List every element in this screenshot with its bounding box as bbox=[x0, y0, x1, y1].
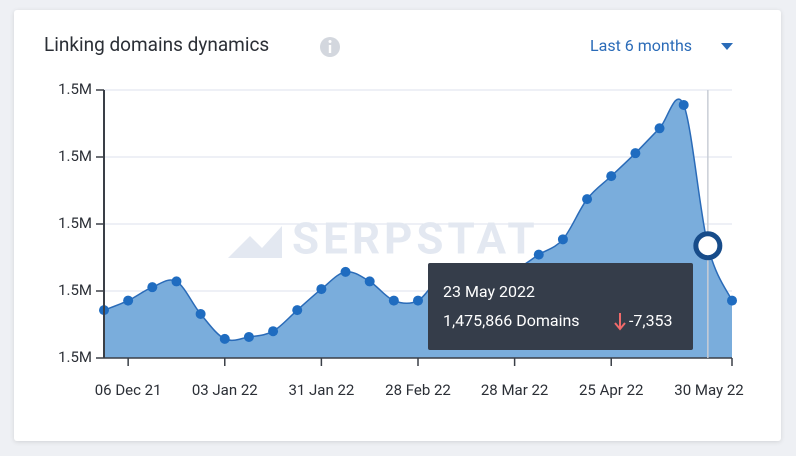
x-tick-label: 30 May 22 bbox=[674, 381, 743, 399]
dropdown-arrow[interactable] bbox=[721, 43, 733, 50]
x-tick-label: 28 Mar 22 bbox=[481, 381, 549, 399]
info-icon[interactable] bbox=[320, 37, 340, 57]
point bbox=[678, 99, 689, 110]
point bbox=[557, 234, 568, 245]
x-tick-label: 06 Dec 21 bbox=[95, 381, 162, 399]
watermark: SERPSTAT bbox=[292, 213, 539, 265]
point bbox=[727, 295, 737, 306]
point bbox=[123, 295, 134, 306]
tooltip bbox=[428, 263, 693, 350]
y-tick-label: 1.5M bbox=[58, 281, 92, 299]
tooltip-value: 1,475,866 Domains bbox=[443, 311, 580, 330]
point bbox=[606, 171, 617, 182]
point bbox=[219, 333, 230, 344]
point bbox=[630, 148, 641, 159]
point bbox=[533, 249, 544, 260]
point bbox=[654, 123, 665, 134]
point bbox=[268, 326, 279, 337]
point bbox=[364, 276, 375, 287]
point bbox=[413, 295, 423, 306]
point bbox=[388, 295, 399, 306]
x-tick-label: 03 Jan 22 bbox=[192, 381, 258, 399]
point bbox=[340, 266, 351, 277]
tooltip-change: -7,353 bbox=[629, 311, 673, 330]
x-tick-label: 31 Jan 22 bbox=[288, 381, 354, 399]
down-arrow bbox=[614, 313, 626, 331]
y-tick-label: 1.5M bbox=[58, 348, 92, 366]
point bbox=[195, 308, 206, 319]
x-tick-label: 28 Feb 22 bbox=[385, 381, 451, 399]
point bbox=[292, 305, 303, 316]
y-tick-label: 1.5M bbox=[58, 214, 92, 232]
y-tick-label: 1.5M bbox=[58, 80, 92, 98]
watermark-logo bbox=[228, 226, 282, 258]
period-dropdown[interactable]: Last 6 months bbox=[590, 36, 692, 55]
point bbox=[582, 194, 593, 205]
widget-title: Linking domains dynamics bbox=[44, 33, 269, 56]
plot: 1.5M 1.5M 1.5M 1.5M 1.5M SERPSTAT 06 Dec 21 03 … bbox=[58, 80, 744, 399]
tooltip-date: 23 May 2022 bbox=[443, 282, 535, 301]
x-tick-label: 25 Apr 22 bbox=[579, 381, 643, 399]
hover-point bbox=[693, 231, 723, 261]
point bbox=[243, 331, 254, 342]
point bbox=[147, 282, 158, 293]
point bbox=[171, 276, 182, 287]
y-tick-label: 1.5M bbox=[58, 147, 92, 165]
point bbox=[316, 284, 327, 295]
